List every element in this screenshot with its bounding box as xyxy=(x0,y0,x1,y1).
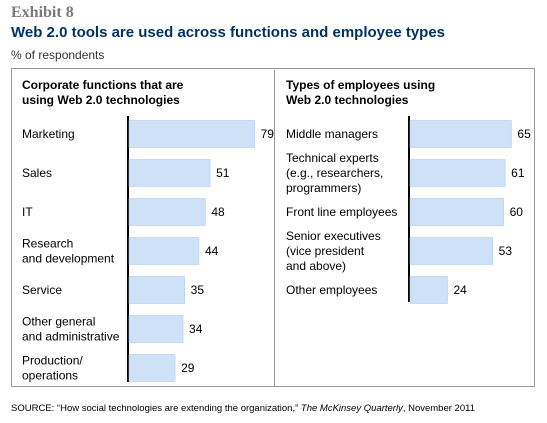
employee-types-bar-chart: 65 Middle managers 61 Technical experts (e.g… xyxy=(286,116,531,304)
category-label-1: Sales xyxy=(22,166,52,180)
category-label-3-line-1: (vice president xyxy=(286,244,365,258)
value-label-1: 61 xyxy=(511,166,525,180)
bar-1 xyxy=(128,159,211,187)
value-label-0: 79 xyxy=(261,127,274,141)
category-label-5-line-1: and administrative xyxy=(22,330,120,344)
source-suffix: , November 2011 xyxy=(402,403,475,414)
bar-6 xyxy=(128,354,176,382)
value-label-3: 44 xyxy=(205,244,219,258)
exhibit-label: Exhibit 8 xyxy=(11,4,74,21)
category-label-1-line-1: (e.g., researchers, xyxy=(286,166,383,180)
category-label-5: Other general and administrative xyxy=(22,315,120,344)
category-label-1-line-0: Sales xyxy=(22,166,52,180)
category-label-0-line-0: Middle managers xyxy=(286,127,378,141)
category-label-3: Senior executives (vice president and abov… xyxy=(286,229,381,273)
value-label-6: 29 xyxy=(181,361,195,375)
functions-panel: Corporate functions that are using Web 2… xyxy=(12,70,275,386)
category-label-4-line-0: Service xyxy=(22,283,62,297)
category-label-0-line-0: Marketing xyxy=(22,127,75,141)
bar-2 xyxy=(128,198,206,226)
bar-1 xyxy=(409,159,506,187)
value-label-1: 51 xyxy=(216,166,230,180)
employee-types-panel-title: Types of employees using Web 2.0 technol… xyxy=(286,78,435,108)
category-label-4: Other employees xyxy=(286,283,377,297)
functions-panel-title: Corporate functions that are using Web 2… xyxy=(22,78,183,108)
category-label-3: Research and development xyxy=(22,237,115,266)
value-label-2: 48 xyxy=(211,205,225,219)
employee-types-panel-title-line-2: Web 2.0 technologies xyxy=(286,93,409,107)
category-label-2: IT xyxy=(22,205,33,219)
category-label-4: Service xyxy=(22,283,62,297)
category-label-2-line-0: IT xyxy=(22,205,33,219)
category-label-4-line-0: Other employees xyxy=(286,283,377,297)
category-label-6-line-0: Production/ xyxy=(22,354,83,368)
value-label-0: 65 xyxy=(517,127,531,141)
category-label-2-line-0: Front line employees xyxy=(286,205,397,219)
value-label-4: 35 xyxy=(191,283,205,297)
bar-0 xyxy=(409,120,512,148)
functions-panel-title-line-2: using Web 2.0 technologies xyxy=(22,93,180,107)
bar-0 xyxy=(128,120,255,148)
category-label-0: Middle managers xyxy=(286,127,378,141)
value-label-2: 60 xyxy=(510,205,524,219)
category-label-0: Marketing xyxy=(22,127,75,141)
bar-4 xyxy=(128,276,185,304)
category-label-1: Technical experts (e.g., researchers, prog… xyxy=(286,151,383,195)
bar-5 xyxy=(128,315,184,343)
category-label-6-line-1: operations xyxy=(22,369,78,383)
category-label-3-line-1: and development xyxy=(22,252,115,266)
category-label-3-line-0: Senior executives xyxy=(286,229,381,243)
functions-panel-title-line-1: Corporate functions that are xyxy=(22,78,184,92)
category-label-1-line-0: Technical experts xyxy=(286,151,379,165)
category-label-3-line-0: Research xyxy=(22,237,73,251)
chart-title: Web 2.0 tools are used across functions … xyxy=(11,24,446,41)
value-label-5: 34 xyxy=(189,322,203,336)
category-label-3-line-2: and above) xyxy=(286,259,346,273)
functions-bar-chart: 79 Marketing 51 Sales 48 IT 44 Research and deve… xyxy=(22,116,274,383)
source-note: SOURCE: “How social technologies are ext… xyxy=(11,403,475,414)
category-label-6: Production/operations xyxy=(22,354,83,383)
value-label-4: 24 xyxy=(453,283,467,297)
source-prefix: SOURCE: “How social technologies are ext… xyxy=(11,403,301,414)
bar-2 xyxy=(409,198,504,226)
employee-types-panel: Types of employees using Web 2.0 technol… xyxy=(276,70,534,386)
source-publication: The McKinsey Quarterly xyxy=(300,403,403,414)
bar-4 xyxy=(409,276,448,304)
bar-3 xyxy=(409,237,493,265)
category-label-2: Front line employees xyxy=(286,205,397,219)
chart-subtitle: % of respondents xyxy=(11,48,105,62)
category-label-5-line-0: Other general xyxy=(22,315,95,329)
employee-types-panel-title-line-1: Types of employees using xyxy=(286,78,436,92)
chart-frame xyxy=(11,68,535,387)
value-label-3: 53 xyxy=(499,244,513,258)
bar-3 xyxy=(128,237,200,265)
category-label-1-line-2: programmers) xyxy=(286,181,361,195)
